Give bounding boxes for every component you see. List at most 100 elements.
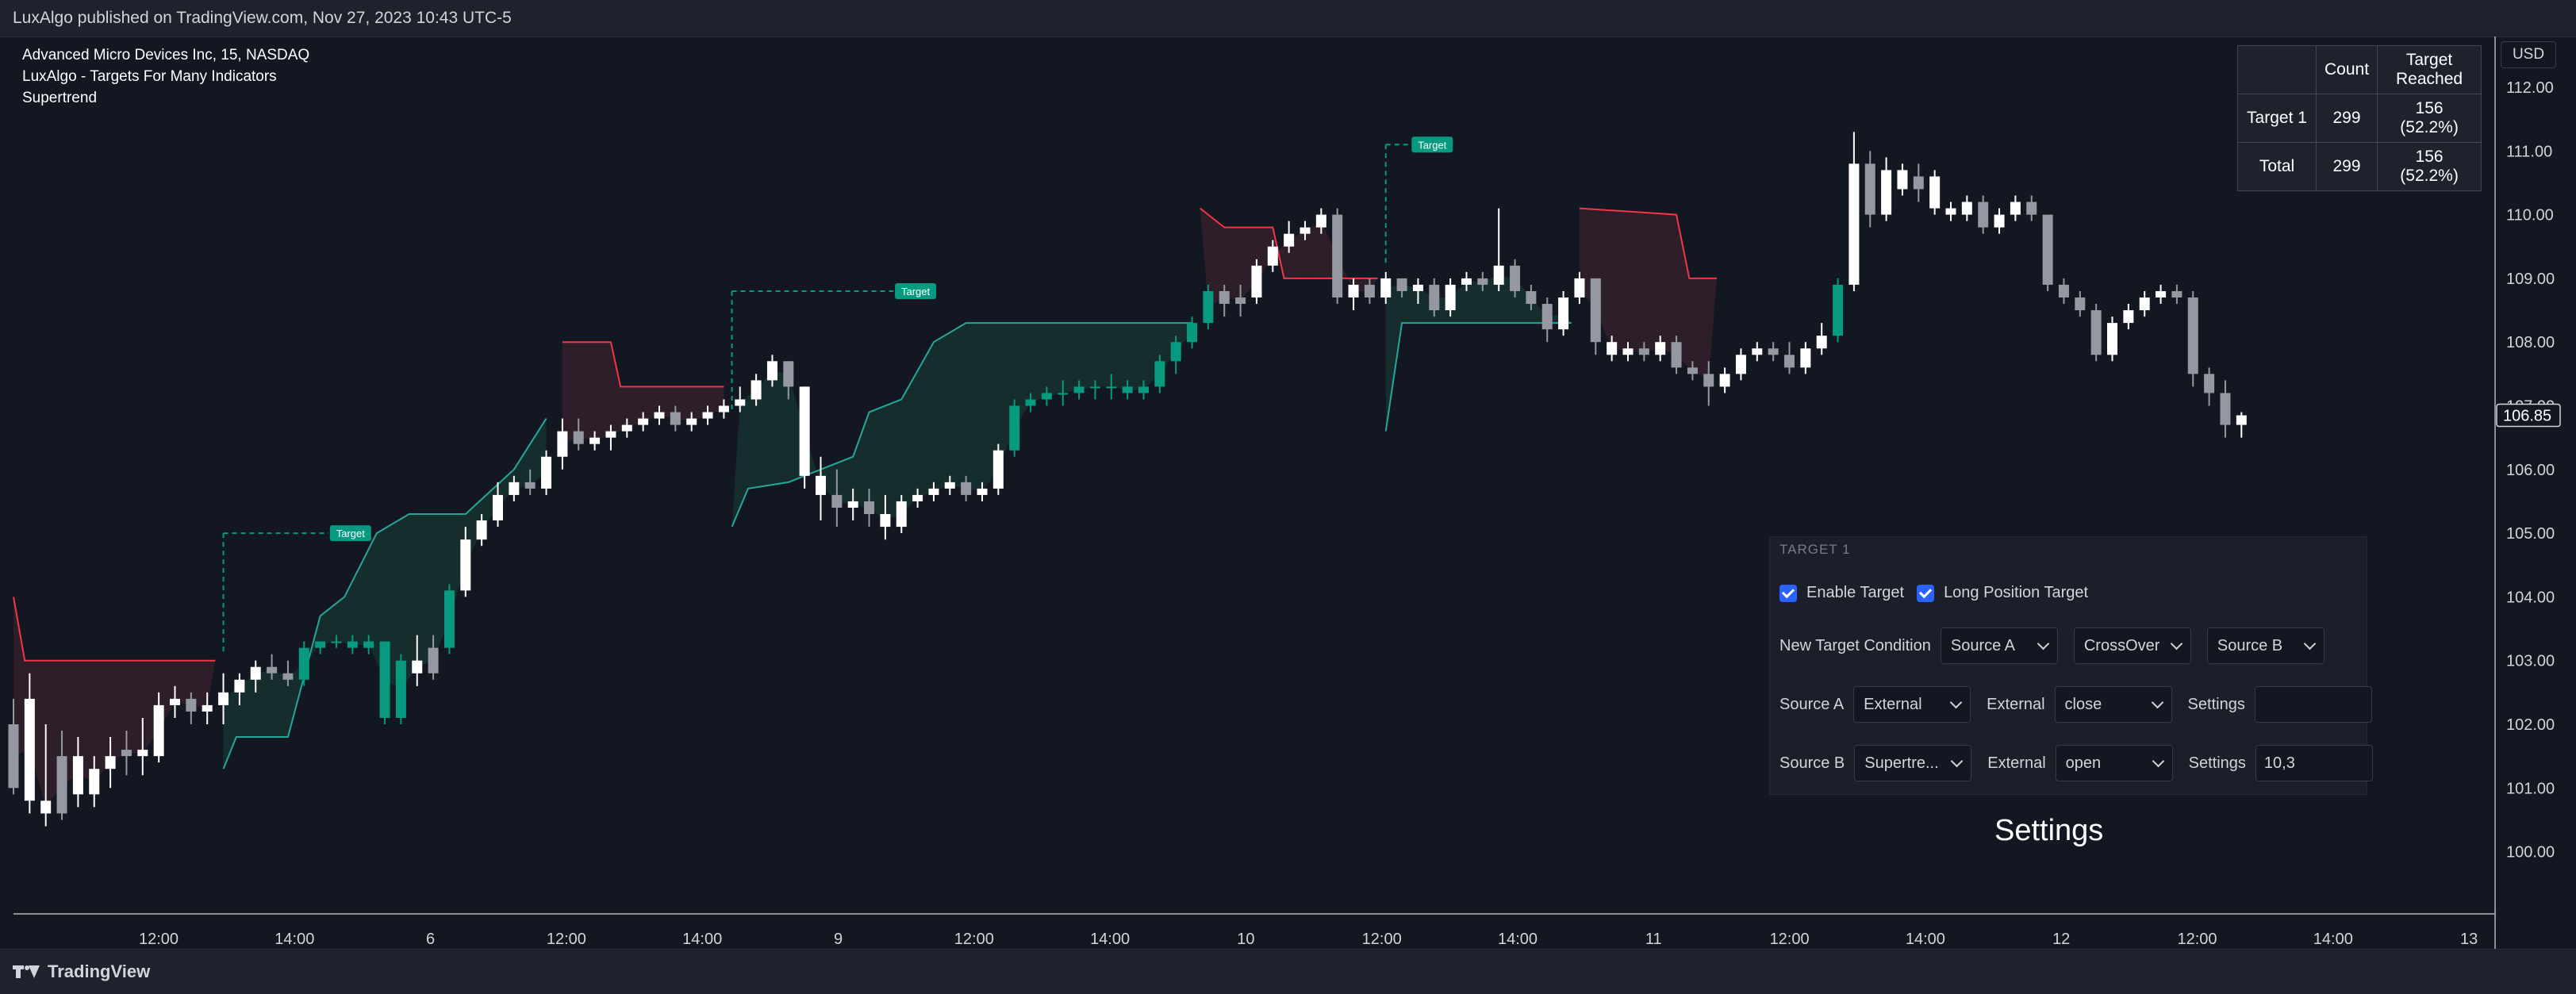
top-bar: LuxAlgo published on TradingView.com, No…	[0, 0, 2576, 37]
candle-body	[2042, 214, 2053, 285]
new-condition-row: New Target Condition Source A CrossOver …	[1779, 627, 2340, 664]
candle-body	[766, 361, 777, 381]
candle-body	[1719, 374, 1730, 387]
source-a-type-select[interactable]: External	[1853, 686, 1971, 723]
supertrend-fill	[1200, 208, 1378, 308]
candle-body	[1574, 278, 1585, 297]
candle-body	[315, 641, 326, 648]
condition-source-a-select[interactable]: Source A	[1940, 627, 2058, 664]
candle-body	[509, 482, 520, 495]
candle-body	[493, 494, 503, 521]
candle-body	[2123, 310, 2134, 324]
price-tick-label: 108.00	[2506, 334, 2555, 351]
source-a-external-select[interactable]: close	[2054, 686, 2172, 723]
brand-name: TradingView	[48, 961, 151, 981]
time-tick-label: 14:00	[682, 931, 722, 948]
candle-body	[977, 488, 988, 495]
candle-body	[153, 704, 164, 757]
source-a-row: Source A External External close Setting…	[1779, 686, 2372, 723]
candle-body	[282, 673, 294, 680]
source-a-settings-input[interactable]	[2254, 686, 2372, 723]
candle-body	[524, 482, 536, 489]
candle-body	[1978, 201, 1989, 228]
stats-row: Total 299 156 (52.2%)	[2237, 142, 2482, 191]
currency-button[interactable]: USD	[2501, 41, 2556, 68]
stats-table: Count Target Reached Target 1 299 156 (5…	[2237, 45, 2482, 191]
condition-operator-select[interactable]: CrossOver	[2073, 627, 2191, 664]
supertrend-fill	[731, 323, 1192, 528]
candle-body	[170, 698, 180, 705]
supertrend-fill	[13, 597, 216, 808]
candle-body	[541, 456, 552, 489]
candle-body	[105, 756, 116, 769]
candle-body	[121, 750, 132, 757]
enable-target-label: Enable Target	[1806, 584, 1905, 601]
price-tick-label: 100.00	[2506, 844, 2555, 862]
candle-body	[1864, 163, 1875, 215]
chevron-down-icon	[2037, 637, 2050, 651]
candle-body	[89, 769, 100, 795]
candle-body	[1945, 208, 1956, 215]
source-a-label: Source A	[1779, 695, 1845, 713]
stats-row-count: 299	[2315, 94, 2378, 143]
candle-body	[670, 412, 681, 425]
candle-body	[1913, 176, 1924, 190]
candle-body	[751, 380, 762, 400]
price-tick-label: 112.00	[2506, 79, 2554, 97]
candle-body	[573, 431, 584, 444]
time-tick-label: 13	[2460, 931, 2478, 948]
candle-body	[816, 475, 826, 495]
candle-body	[961, 482, 972, 495]
candle-body	[1607, 342, 1618, 355]
source-b-type-select[interactable]: Supertre...	[1854, 745, 1972, 781]
candle-body	[1768, 348, 1779, 355]
tradingview-logo[interactable]: TradingView	[13, 961, 150, 982]
price-tick-label: 105.00	[2506, 525, 2555, 543]
supertrend-line	[1384, 322, 1572, 432]
price-tick-label: 102.00	[2506, 716, 2555, 734]
candle-body	[1300, 227, 1311, 234]
enable-target-checkbox[interactable]	[1779, 584, 1797, 602]
candle-body	[395, 660, 406, 718]
time-tick-label: 12:00	[139, 931, 179, 948]
stats-row-reached: 156 (52.2%)	[2377, 94, 2482, 143]
candle-body	[557, 431, 568, 457]
candle-body	[605, 431, 616, 438]
candle-body	[379, 641, 390, 718]
stats-row-label: Total	[2237, 142, 2317, 191]
candle-body	[24, 698, 35, 801]
time-tick-label: 12:00	[1362, 931, 1402, 948]
candle-body	[864, 501, 875, 515]
long-position-checkbox[interactable]	[1917, 584, 1935, 602]
candle-body	[944, 482, 955, 489]
candle-body	[298, 647, 309, 680]
candle-body	[1154, 361, 1165, 387]
candle-body	[2139, 297, 2150, 311]
chevron-down-icon	[2170, 637, 2183, 651]
new-condition-label: New Target Condition	[1779, 636, 1931, 654]
candle-body	[1461, 278, 1472, 285]
candle-body	[1138, 386, 1149, 393]
candle-body	[234, 679, 245, 693]
condition-source-b-select[interactable]: Source B	[2206, 627, 2325, 664]
candle-body	[1929, 176, 1941, 209]
time-tick-label: 12:00	[954, 931, 994, 948]
source-b-external-select[interactable]: open	[2055, 745, 2173, 781]
candle-body	[1784, 355, 1795, 368]
candle-body	[1106, 386, 1117, 389]
candle-body	[2090, 310, 2102, 355]
source-b-settings-input[interactable]: 10,3	[2255, 745, 2373, 781]
price-tick-label: 110.00	[2506, 207, 2554, 225]
target-label: Target	[901, 286, 931, 297]
indicator-name: LuxAlgo - Targets For Many Indicators	[22, 68, 277, 85]
candle-body	[1671, 342, 1682, 368]
price-tick-label: 111.00	[2506, 143, 2552, 160]
candle-body	[1187, 323, 1198, 343]
time-tick-label: 6	[426, 931, 435, 948]
candle-body	[831, 494, 843, 508]
target-label-box	[1411, 136, 1453, 153]
supertrend-line	[13, 597, 216, 662]
source-a-external-label: External	[1987, 695, 2045, 713]
stats-row-count: 299	[2315, 142, 2378, 191]
